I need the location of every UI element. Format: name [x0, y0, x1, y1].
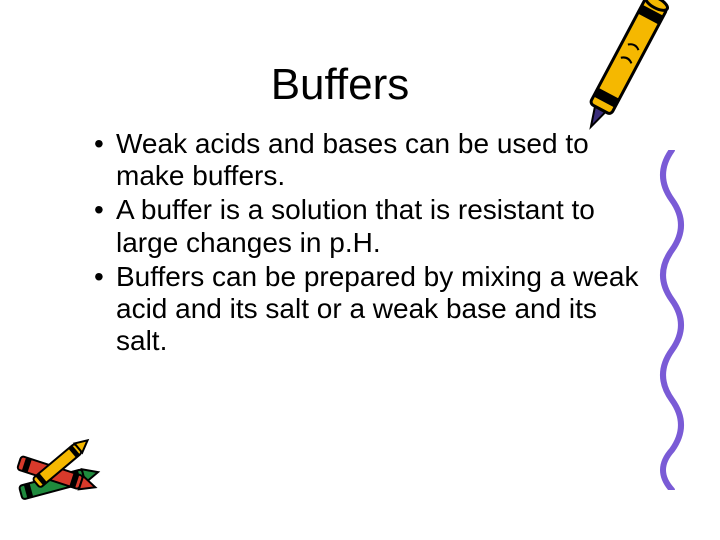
list-item: Buffers can be prepared by mixing a weak…	[94, 261, 650, 358]
crayons-icon	[10, 426, 140, 516]
page-title: Buffers	[30, 60, 650, 110]
slide: Buffers Weak acids and bases can be used…	[0, 0, 720, 540]
list-item: A buffer is a solution that is resistant…	[94, 194, 650, 258]
squiggle-icon	[652, 150, 692, 490]
list-item: Weak acids and bases can be used to make…	[94, 128, 650, 192]
bullet-list: Weak acids and bases can be used to make…	[70, 128, 650, 357]
